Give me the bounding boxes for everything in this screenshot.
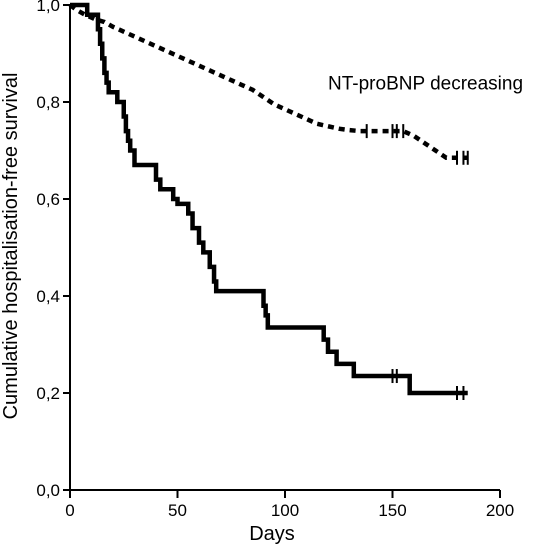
- y-tick-label: 0,2: [36, 384, 60, 403]
- ticks: [63, 4, 501, 498]
- series-annotation: NT-proBNP decreasing: [328, 74, 523, 95]
- y-tick-label: 0,6: [36, 190, 60, 209]
- labels: 0 50 100 150 200 0,0 0,2 0,4 0,6 0,8 1,0 NT-proBNP …: [36, 0, 523, 520]
- x-tick-label: 0: [65, 501, 74, 520]
- survival-curve-solid: [70, 2, 468, 396]
- x-tick-label: 100: [271, 501, 299, 520]
- y-tick-label: 0,0: [36, 481, 60, 500]
- x-tick-label: 50: [168, 501, 187, 520]
- curves: [68, 2, 468, 396]
- x-axis-title: Days: [249, 523, 295, 545]
- x-tick-label: 200: [486, 501, 514, 520]
- y-tick-label: 1,0: [36, 0, 60, 15]
- y-tick-label: 0,4: [36, 287, 60, 306]
- y-axis-title: Cumulative hospitalisation-free survival: [0, 73, 22, 420]
- x-tick-label: 150: [378, 501, 406, 520]
- y-tick-label: 0,8: [36, 93, 60, 112]
- censor-marks: [365, 124, 469, 400]
